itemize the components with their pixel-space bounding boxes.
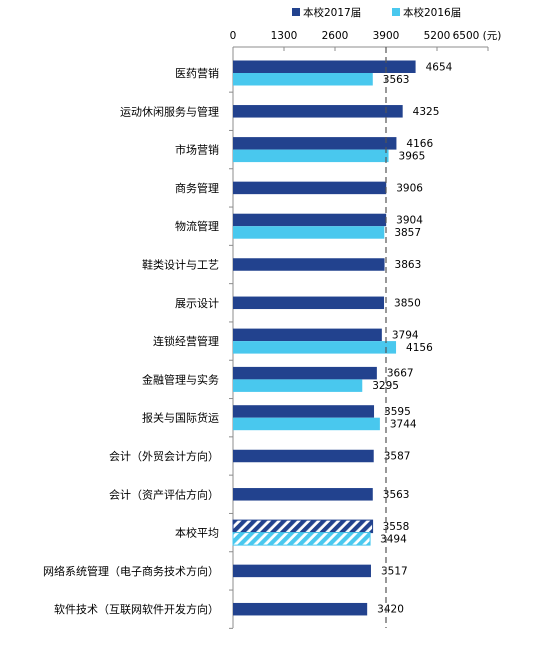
category-label: 本校平均 <box>175 526 219 540</box>
bar <box>233 341 397 354</box>
bar <box>233 137 397 150</box>
legend-swatch <box>392 8 400 16</box>
bar <box>233 488 373 501</box>
category-label: 展示设计 <box>175 297 219 310</box>
bar <box>233 366 377 380</box>
bar-value-label: 4166 <box>406 138 433 150</box>
bar-value-label: 3850 <box>394 297 421 309</box>
bar-value-label: 3904 <box>396 214 423 226</box>
bar-value-label: 4654 <box>426 61 453 73</box>
bar <box>233 405 375 418</box>
bar <box>233 602 368 616</box>
bar <box>233 328 382 342</box>
x-tick-label: 1300 <box>271 30 298 42</box>
category-label: 会计（外贸会计方向） <box>109 449 219 463</box>
bar <box>233 226 385 239</box>
bar <box>233 417 380 431</box>
bar-value-label: 4325 <box>413 106 440 118</box>
bar-value-label: 3295 <box>372 380 399 392</box>
bar-value-label: 3563 <box>383 74 410 86</box>
bar-value-label: 3906 <box>396 182 423 194</box>
category-label: 连锁经营管理 <box>153 334 219 348</box>
category-label: 运动休闲服务与管理 <box>120 104 219 118</box>
bar-value-label: 3587 <box>384 451 411 463</box>
bar-value-label: 3595 <box>384 406 411 418</box>
bar <box>233 181 387 195</box>
legend-label: 本校2017届 <box>303 6 361 19</box>
bar <box>233 105 403 118</box>
category-label: 会计（资产评估方向） <box>109 487 219 501</box>
category-label: 医药营销 <box>175 66 219 80</box>
category-label: 商务管理 <box>175 181 219 195</box>
category-label: 软件技术（互联网软件开发方向） <box>54 602 219 616</box>
category-label: 鞋类设计与工艺 <box>142 258 219 272</box>
bar-value-label: 3965 <box>399 150 426 162</box>
bar <box>232 532 371 546</box>
bar-value-label: 3517 <box>381 565 408 577</box>
x-tick-label: 6500 (元) <box>453 30 502 42</box>
category-label: 市场营销 <box>175 143 219 157</box>
bar <box>233 449 374 463</box>
bar <box>233 213 387 227</box>
x-tick-label: 5200 <box>424 30 451 42</box>
category-label: 报关与国际货运 <box>142 411 219 425</box>
bar-value-label: 3744 <box>390 418 417 430</box>
category-label: 金融管理与实务 <box>142 372 219 386</box>
legend-swatch <box>292 8 300 16</box>
bar <box>233 73 373 86</box>
bar <box>233 564 371 578</box>
bar-value-label: 3794 <box>392 329 419 341</box>
bar-value-label: 3563 <box>383 489 410 501</box>
category-label: 物流管理 <box>175 219 219 233</box>
x-tick-label: 2600 <box>322 30 349 42</box>
bar <box>233 379 363 392</box>
bar-value-label: 3558 <box>383 521 410 533</box>
bar-value-label: 3420 <box>377 604 404 616</box>
bar <box>233 60 416 73</box>
bar <box>232 519 374 534</box>
bar-value-label: 3667 <box>387 368 414 380</box>
x-tick-label: 0 <box>230 30 237 42</box>
bar-value-label: 3863 <box>395 259 422 271</box>
category-label: 网络系统管理（电子商务技术方向） <box>43 564 219 578</box>
bar <box>233 296 385 310</box>
x-tick-label: 3900 <box>373 30 400 42</box>
bar-value-label: 4156 <box>406 342 433 354</box>
bar <box>233 149 389 163</box>
bar-value-label: 3857 <box>394 227 421 239</box>
bar <box>233 258 385 271</box>
legend-label: 本校2016届 <box>403 6 461 19</box>
bar-value-label: 3494 <box>380 533 407 545</box>
